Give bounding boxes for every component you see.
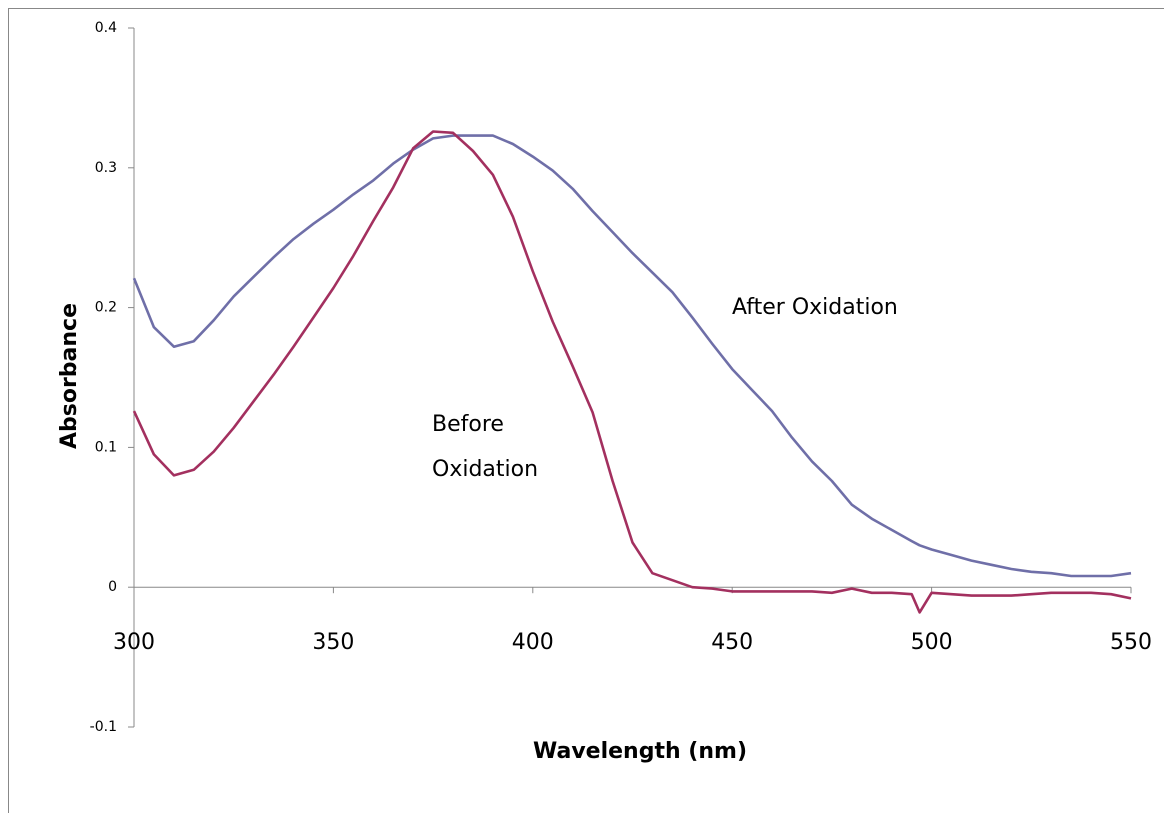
y-tick-label: 0	[108, 579, 117, 595]
x-tick-label: 400	[512, 630, 554, 655]
y-tick-label: 0.2	[95, 300, 117, 316]
y-axis-title: Absorbance	[57, 303, 82, 449]
y-tick-label: 0.4	[95, 20, 117, 36]
annotation: Before	[432, 412, 504, 437]
series-line	[132, 134, 1132, 578]
x-tick-label: 300	[113, 630, 155, 655]
x-axis-title: Wavelength (nm)	[533, 739, 747, 764]
series-line	[132, 130, 1132, 614]
annotation: Oxidation	[432, 457, 538, 482]
chart-border	[8, 8, 1164, 813]
x-tick-label: 500	[911, 630, 953, 655]
y-tick-label: -0.1	[90, 719, 117, 735]
x-tick-label: 550	[1110, 630, 1152, 655]
x-tick-label: 350	[312, 630, 354, 655]
x-tick-label: 450	[711, 630, 753, 655]
y-tick-label: 0.3	[95, 160, 117, 176]
y-tick-label: 0.1	[95, 439, 117, 455]
annotation: After Oxidation	[732, 295, 898, 320]
